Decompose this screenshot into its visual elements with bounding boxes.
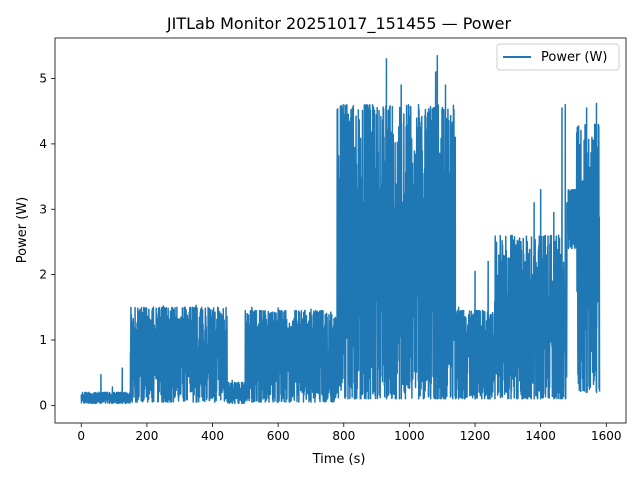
x-tick-label: 1000 bbox=[394, 429, 425, 443]
y-axis-ticks: 0 1 2 3 4 5 bbox=[39, 72, 55, 412]
x-tick-label: 1200 bbox=[460, 429, 491, 443]
axes-frame bbox=[54, 37, 627, 424]
y-axis-label: Power (W) bbox=[15, 197, 30, 263]
x-axis-label: Time (s) bbox=[312, 452, 366, 467]
legend-box bbox=[496, 43, 620, 71]
x-tick-label: 600 bbox=[267, 429, 290, 443]
x-tick-label: 1600 bbox=[591, 429, 622, 443]
y-tick-label: 2 bbox=[39, 268, 47, 282]
y-tick-label: 5 bbox=[39, 72, 47, 86]
y-tick-label: 4 bbox=[39, 137, 47, 151]
plot-area bbox=[80, 54, 601, 405]
x-tick-label: 1400 bbox=[525, 429, 556, 443]
legend: Power (W) bbox=[496, 43, 620, 71]
legend-label: Power (W) bbox=[541, 50, 607, 65]
y-tick-label: 0 bbox=[39, 398, 47, 412]
series-line-power bbox=[80, 54, 601, 405]
x-tick-label: 400 bbox=[201, 429, 224, 443]
x-tick-label: 800 bbox=[332, 429, 355, 443]
x-tick-label: 200 bbox=[135, 429, 158, 443]
y-tick-label: 3 bbox=[39, 202, 47, 216]
y-tick-label: 1 bbox=[39, 333, 47, 347]
chart-title: JITLab Monitor 20251017_151455 — Power bbox=[166, 14, 512, 34]
x-axis-ticks: 0 200 400 600 800 1000 1200 1400 1600 bbox=[77, 423, 622, 443]
x-tick-label: 0 bbox=[77, 429, 85, 443]
